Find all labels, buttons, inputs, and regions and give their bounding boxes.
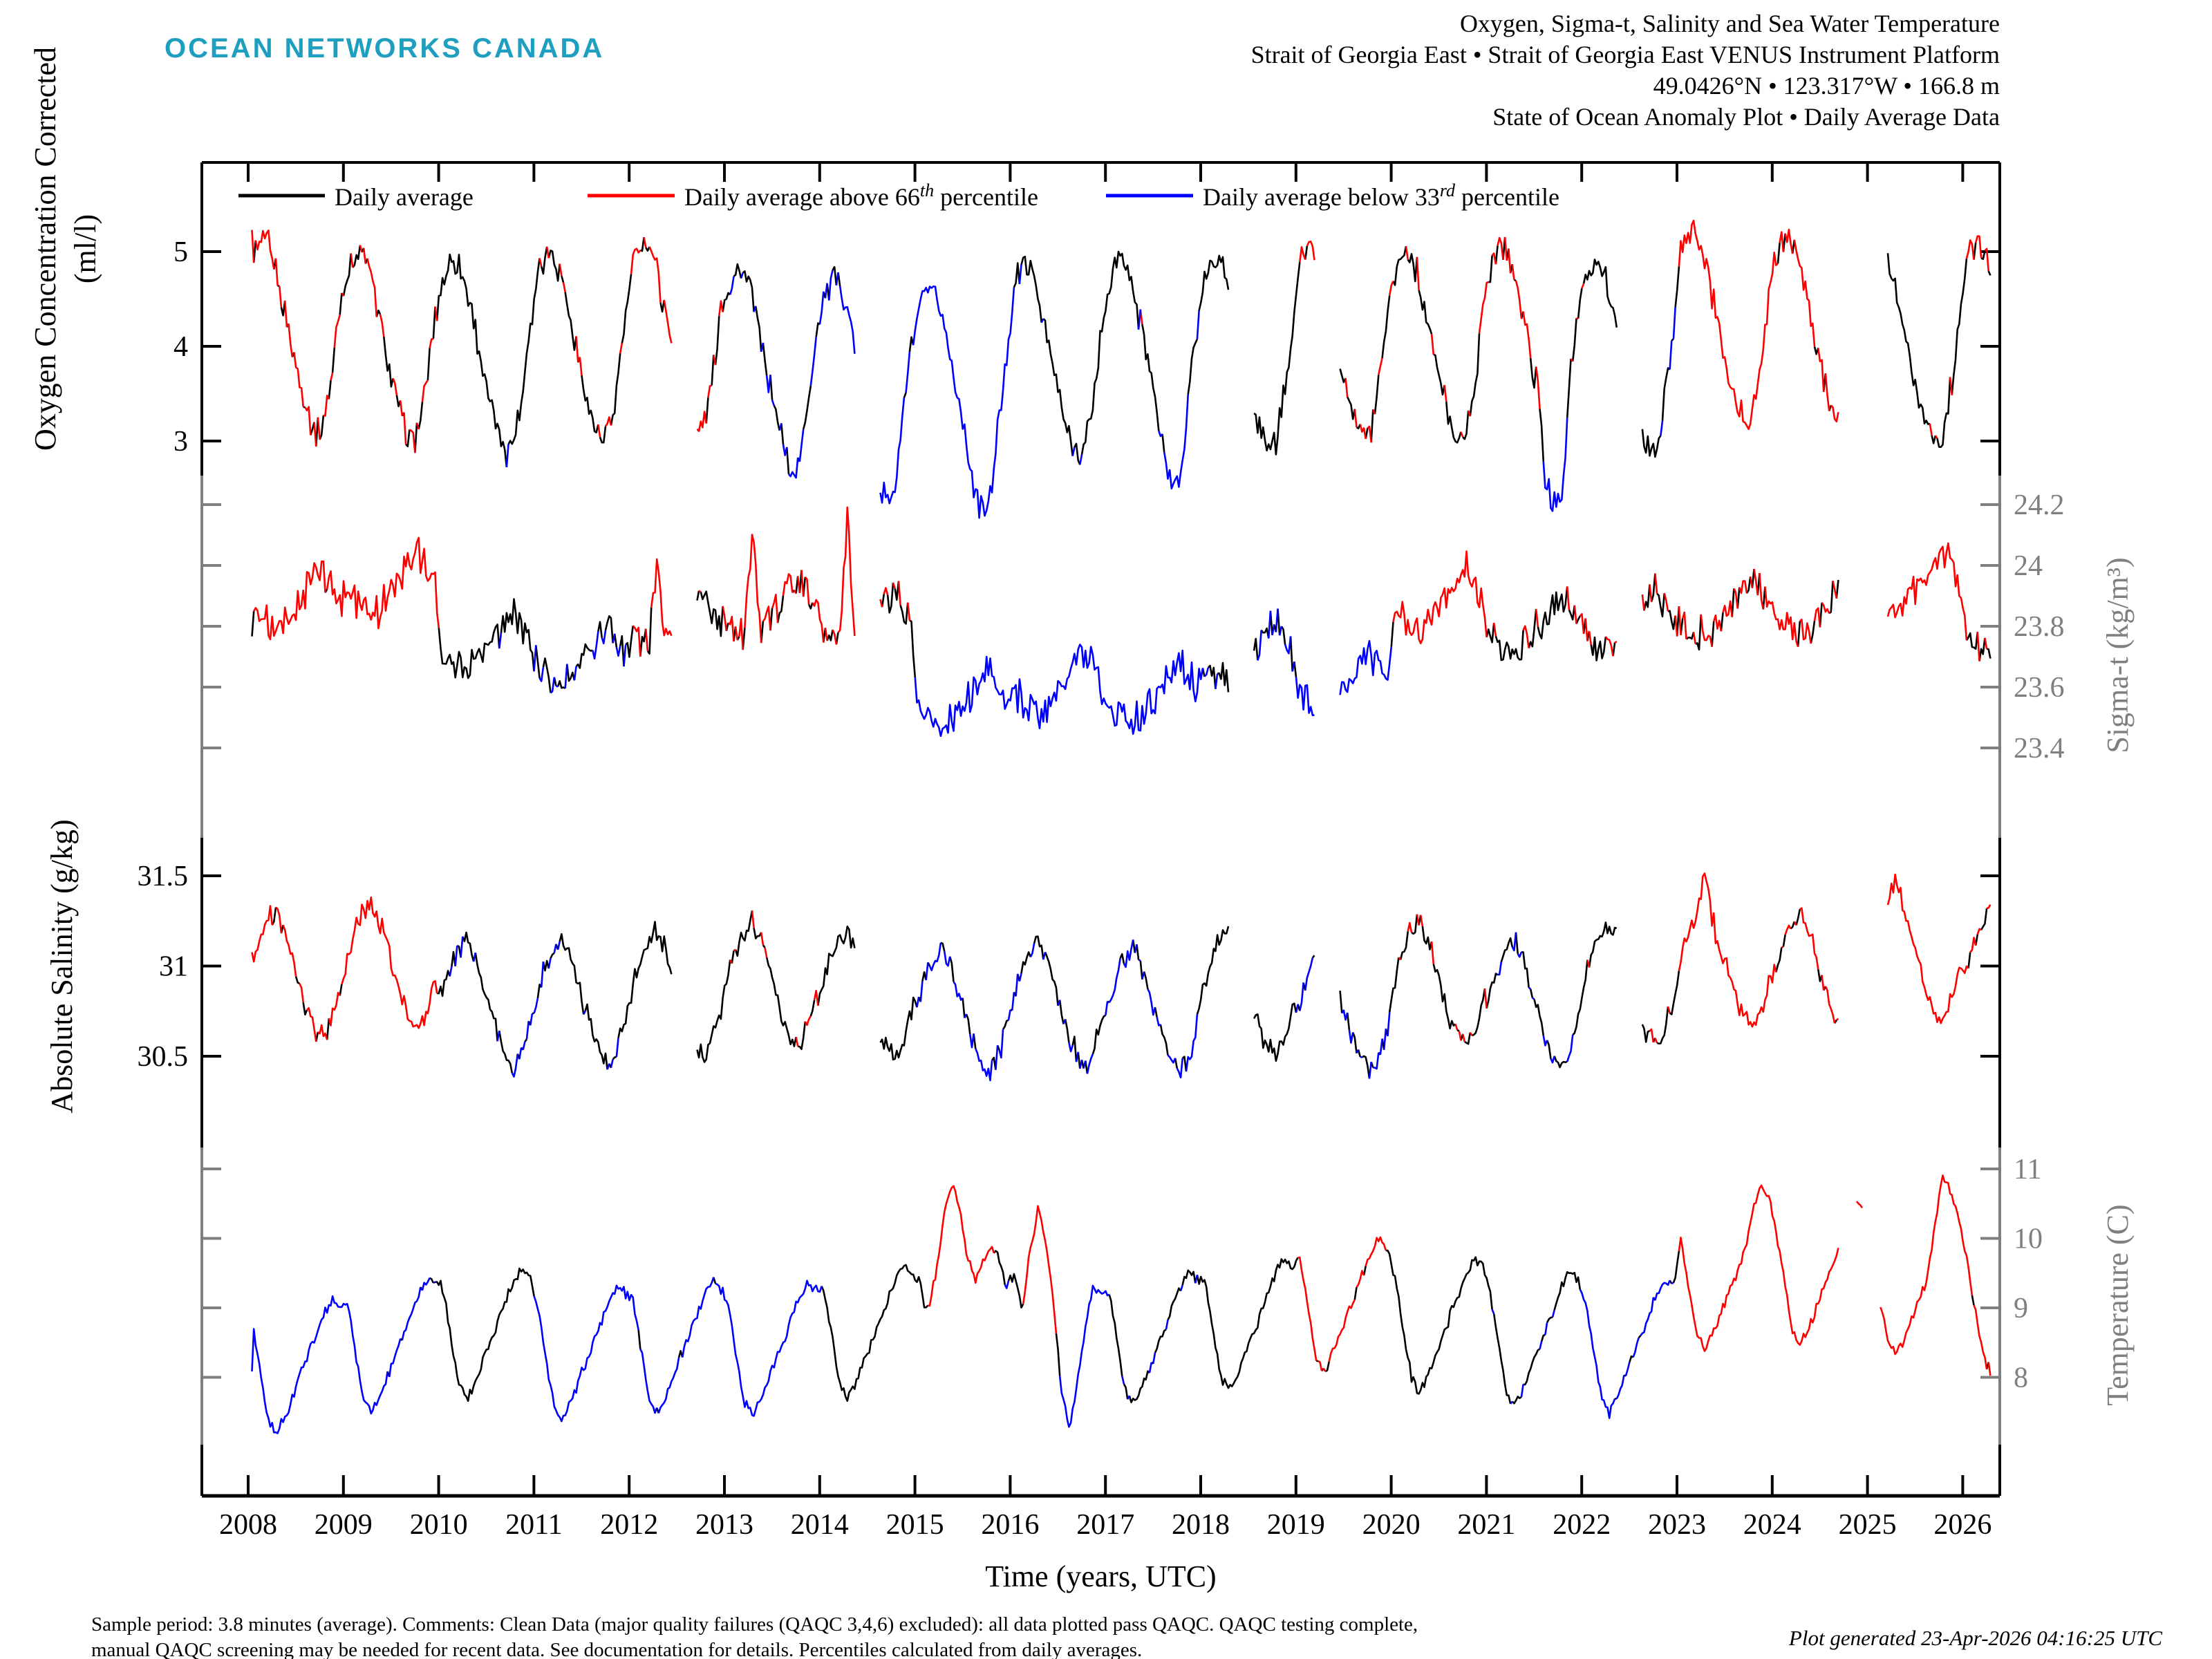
legend-item-daily: Daily average — [238, 183, 474, 211]
x-tick-label: 2019 — [1267, 1509, 1325, 1541]
sigma_t-tick-label: 24 — [2014, 550, 2043, 582]
temperature-red-line — [928, 1174, 1991, 1376]
oxygen-blue-line — [505, 264, 1676, 519]
legend-item-above: Daily average above 66th percentile — [588, 180, 1038, 211]
x-tick-label: 2018 — [1172, 1509, 1230, 1541]
temperature-tick-label: 8 — [2014, 1362, 2028, 1394]
temperature-tick-label: 11 — [2014, 1154, 2041, 1185]
legend: Daily average Daily average above 66th pe… — [238, 180, 1559, 211]
oxygen-black-line — [252, 233, 1991, 474]
sigma_t-red-line — [253, 506, 1988, 662]
x-tick-label: 2020 — [1362, 1509, 1421, 1541]
temperature-tick-label: 9 — [2014, 1293, 2028, 1324]
x-tick-label: 2025 — [1839, 1509, 1897, 1541]
salinity-tick-label: 31 — [159, 951, 188, 983]
salinity-black-line — [271, 907, 1988, 1079]
x-tick-label: 2021 — [1457, 1509, 1515, 1541]
oxygen-axis: 5 4 3 Oxygen Concentration Corrected (ml/l) — [28, 47, 2000, 458]
x-tick-label: 2011 — [505, 1509, 562, 1541]
temperature-tick-label: 10 — [2014, 1224, 2043, 1255]
oxygen-series — [251, 219, 1991, 519]
x-tick-label: 2008 — [219, 1509, 277, 1541]
sigma_t-tick-label: 23.8 — [2014, 611, 2065, 643]
oxygen-tick-label: 3 — [174, 426, 188, 458]
sigma_t-black-line — [251, 568, 1991, 693]
oxygen-red-line — [251, 219, 1989, 453]
x-axis-label: Time (years, UTC) — [985, 1559, 1216, 1593]
legend-label-below: Daily average below 33rd percentile — [1203, 180, 1559, 211]
title-line-1: Oxygen, Sigma-t, Salinity and Sea Water … — [1459, 10, 2000, 37]
footer-line-2: manual QAQC screening may be needed for … — [91, 1639, 1143, 1659]
legend-label-above: Daily average above 66th percentile — [684, 180, 1038, 211]
x-tick-label: 2024 — [1743, 1509, 1801, 1541]
x-tick-label: 2026 — [1933, 1509, 1991, 1541]
oxygen-tick-label: 4 — [174, 331, 188, 363]
plot-generated-note: Plot generated 23-Apr-2026 04:16:25 UTC — [1788, 1626, 2162, 1650]
title-line-4: State of Ocean Anomaly Plot • Daily Aver… — [1492, 103, 2000, 131]
oxygen-axis-label: Oxygen Concentration Corrected — [28, 47, 62, 451]
salinity-tick-label: 30.5 — [138, 1041, 189, 1073]
salinity-axis-label: Absolute Salinity (g/kg) — [45, 819, 79, 1113]
sigma_t-tick-label: 23.6 — [2014, 672, 2065, 704]
title-line-3: 49.0426°N • 123.317°W • 166.8 m — [1653, 72, 2000, 100]
x-tick-label: 2012 — [600, 1509, 658, 1541]
sigma_t-tick-label: 24.2 — [2014, 489, 2065, 521]
x-tick-label: 2010 — [410, 1509, 468, 1541]
x-tick-label: 2013 — [695, 1509, 753, 1541]
temperature-axis: 11 10 9 8 Temperature (C) — [202, 1154, 2135, 1406]
x-tick-label: 2017 — [1076, 1509, 1134, 1541]
sigma_t-blue-line — [498, 608, 1393, 738]
salinity-axis: 31.5 31 30.5 Absolute Salinity (g/kg) — [45, 819, 2000, 1114]
salinity-series — [251, 872, 1991, 1082]
legend-label-daily: Daily average — [335, 183, 474, 211]
salinity-tick-label: 31.5 — [138, 861, 189, 892]
plot-border — [200, 161, 2001, 1498]
temperature-black-line — [386, 1249, 1989, 1414]
x-tick-label: 2023 — [1648, 1509, 1706, 1541]
temperature-axis-label: Temperature (C) — [2101, 1204, 2135, 1405]
x-tick-label: 2014 — [791, 1509, 849, 1541]
temperature-series — [251, 1174, 1991, 1434]
oxygen-axis-label: (ml/l) — [68, 214, 102, 283]
salinity-red-line — [251, 872, 1991, 1047]
title-line-2: Strait of Georgia East • Strait of Georg… — [1250, 41, 2000, 68]
x-tick-label: 2009 — [315, 1509, 373, 1541]
footer-comments: Sample period: 3.8 minutes (average). Co… — [91, 1612, 1681, 1659]
legend-item-below: Daily average below 33rd percentile — [1106, 180, 1559, 211]
sigma_t-axis: 24.2 24 23.8 23.6 23.4 Sigma-t (kg/m³) — [202, 489, 2135, 765]
temperature-blue-line — [251, 1275, 1674, 1434]
x-axis: 2008 2009 2010 2011 2012 2013 2014 2015 2016 2017… — [219, 162, 1991, 1593]
oxygen-tick-label: 5 — [174, 236, 188, 268]
x-tick-label: 2016 — [981, 1509, 1039, 1541]
salinity-blue-line — [449, 932, 1574, 1082]
ocean-networks-canada-logo: OCEAN NETWORKS CANADA — [165, 33, 605, 64]
x-tick-label: 2015 — [886, 1509, 944, 1541]
title-block: Oxygen, Sigma-t, Salinity and Sea Water … — [1251, 8, 2000, 133]
sigma_t-series — [251, 506, 1991, 738]
sigma_t-tick-label: 23.4 — [2014, 733, 2065, 765]
x-tick-label: 2022 — [1553, 1509, 1611, 1541]
footer-line-1: Sample period: 3.8 minutes (average). Co… — [91, 1613, 1418, 1635]
sigma_t-axis-label: Sigma-t (kg/m³) — [2101, 557, 2135, 753]
